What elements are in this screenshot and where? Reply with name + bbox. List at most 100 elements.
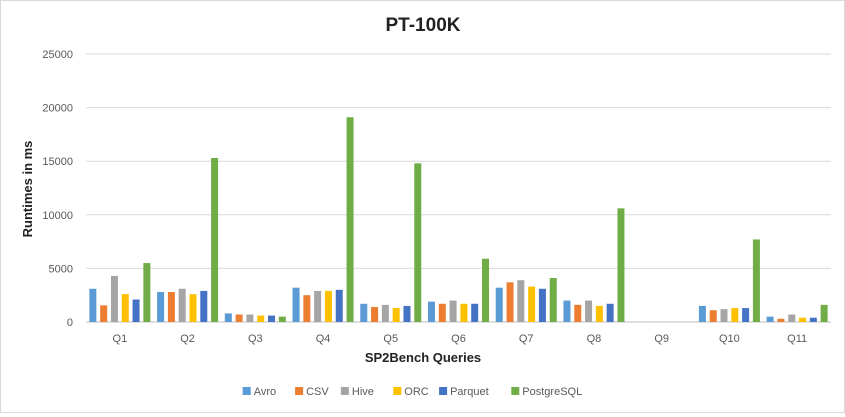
bar-csv-q1 [100, 305, 108, 322]
legend: Avro CSV Hive ORC Parquet PostgreSQL [242, 386, 582, 398]
chart-title: PT-100K [386, 15, 461, 36]
bar-orc-q2 [189, 294, 197, 322]
bar-orc-q8 [595, 305, 603, 322]
bar-csv-q7 [506, 282, 514, 322]
y-tick-label: 25000 [42, 49, 73, 61]
legend-item-orc: ORC [393, 386, 429, 398]
bar-csv-q5 [371, 306, 379, 322]
bar-avro-q10 [698, 305, 706, 322]
legend-item-parquet: Parquet [439, 386, 489, 398]
bar-hive-q6 [449, 300, 457, 322]
bar-orc-q4 [324, 290, 332, 322]
y-tick-labels: 0 5000 10000 15000 20000 25000 [42, 49, 73, 329]
bar-orc-q5 [392, 308, 400, 322]
x-tick-label: Q3 [248, 333, 263, 345]
bar-parquet-q11 [809, 317, 817, 322]
bar-orc-q3 [257, 315, 265, 322]
bar-avro-q8 [563, 300, 571, 322]
bar-csv-q4 [303, 295, 311, 322]
bar-postgresql-q1 [143, 263, 151, 322]
bars [89, 117, 828, 322]
bar-postgresql-q2 [211, 157, 219, 322]
legend-label: PostgreSQL [522, 386, 582, 398]
legend-item-hive: Hive [340, 386, 374, 398]
bar-orc-q10 [731, 308, 739, 322]
x-tick-label: Q2 [180, 333, 195, 345]
x-tick-label: Q7 [519, 333, 534, 345]
bar-csv-q2 [167, 291, 175, 322]
bar-postgresql-q4 [346, 117, 354, 322]
bar-hive-q10 [720, 309, 728, 322]
x-tick-label: Q11 [787, 333, 807, 345]
bar-parquet-q1 [132, 299, 140, 322]
bar-parquet-q6 [471, 303, 479, 322]
y-tick-label: 5000 [49, 263, 73, 275]
bar-hive-q11 [788, 314, 796, 322]
legend-item-postgresql: PostgreSQL [511, 386, 582, 398]
bar-parquet-q5 [403, 305, 411, 322]
bar-avro-q7 [495, 287, 503, 322]
legend-swatch [393, 387, 402, 395]
bar-avro-q6 [428, 301, 435, 322]
x-tick-label: Q8 [587, 333, 602, 345]
bar-csv-q10 [709, 310, 717, 322]
bar-orc-q6 [460, 303, 468, 322]
bar-avro-q5 [360, 303, 368, 322]
bar-avro-q2 [157, 291, 165, 322]
y-tick-label: 10000 [42, 210, 73, 222]
bar-parquet-q8 [606, 303, 614, 322]
legend-label: Hive [352, 386, 374, 398]
bar-postgresql-q10 [752, 239, 760, 322]
bar-parquet-q4 [335, 289, 343, 322]
bar-avro-q11 [766, 316, 774, 322]
bar-parquet-q2 [200, 290, 208, 322]
bar-hive-q2 [178, 288, 186, 322]
legend-swatch [439, 387, 448, 395]
bar-csv-q3 [235, 314, 243, 322]
x-tick-label: Q9 [654, 333, 669, 345]
bar-csv-q6 [438, 303, 446, 322]
x-axis-label: SP2Bench Queries [365, 350, 481, 365]
legend-swatch [340, 387, 349, 395]
x-tick-label: Q1 [113, 333, 128, 345]
bar-postgresql-q7 [549, 278, 557, 322]
gridlines [86, 53, 831, 323]
legend-item-avro: Avro [242, 386, 276, 398]
x-tick-labels: Q1 Q2 Q3 Q4 Q5 Q6 Q7 Q8 Q9 Q10 Q11 [113, 333, 808, 345]
x-tick-label: Q5 [383, 333, 398, 345]
bar-avro-q3 [224, 313, 232, 322]
bar-postgresql-q11 [820, 304, 828, 322]
x-tick-label: Q6 [451, 333, 466, 345]
bar-orc-q1 [121, 294, 129, 322]
y-axis-label: Runtimes in ms [20, 141, 35, 238]
legend-label: ORC [404, 386, 429, 398]
legend-swatch [295, 387, 304, 395]
bar-parquet-q10 [742, 308, 750, 322]
bar-postgresql-q8 [617, 208, 625, 322]
y-tick-label: 0 [67, 317, 73, 329]
bar-hive-q7 [517, 280, 525, 322]
bar-hive-q1 [110, 275, 118, 322]
bar-hive-q8 [585, 300, 593, 322]
bar-postgresql-q6 [482, 258, 489, 322]
bar-hive-q5 [381, 304, 389, 322]
legend-label: Parquet [450, 386, 489, 398]
x-tick-label: Q10 [719, 333, 740, 345]
bar-orc-q11 [799, 317, 807, 322]
legend-label: CSV [306, 386, 329, 398]
legend-swatch [242, 387, 251, 395]
bar-postgresql-q3 [278, 316, 286, 322]
bar-hive-q4 [314, 290, 322, 322]
y-tick-label: 15000 [42, 156, 73, 168]
bar-orc-q7 [528, 286, 536, 322]
legend-item-csv: CSV [295, 386, 329, 398]
bar-parquet-q3 [268, 315, 276, 322]
bar-avro-q4 [292, 287, 300, 322]
x-tick-label: Q4 [316, 333, 331, 345]
bar-postgresql-q5 [414, 163, 422, 322]
bar-csv-q11 [777, 318, 785, 322]
bar-parquet-q7 [538, 288, 546, 322]
bar-csv-q8 [574, 304, 582, 322]
